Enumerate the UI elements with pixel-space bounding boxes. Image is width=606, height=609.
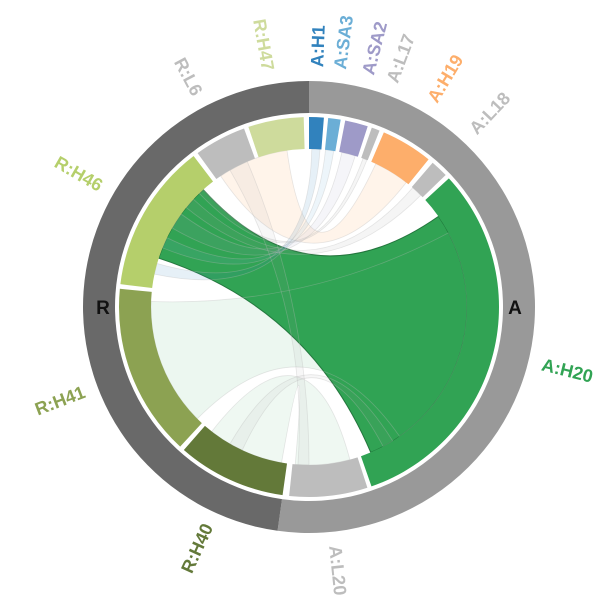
segment-label-r-l6: R:L6: [170, 54, 206, 99]
segment-label-a-sa3: A:SA3: [330, 14, 357, 70]
group-label-a: A: [508, 298, 522, 319]
chord-ribbon[interactable]: [153, 148, 321, 281]
segment-label-a-h19: A:H19: [423, 51, 467, 106]
chord-ribbon[interactable]: [220, 150, 407, 244]
segment-label-a-h1: A:H1: [307, 25, 329, 68]
group-arc-a[interactable]: [277, 81, 536, 533]
segment-arc-a-l17[interactable]: [361, 127, 380, 161]
chord-ribbon[interactable]: [185, 187, 422, 255]
segment-arc-a-h1[interactable]: [309, 117, 324, 150]
chord-ribbon[interactable]: [158, 188, 468, 454]
group-label-r: R: [96, 298, 110, 319]
segment-label-r-h47: R:H47: [249, 18, 278, 73]
segment-arc-a-h20[interactable]: [360, 178, 500, 487]
ribbon-layer: [150, 148, 468, 466]
segment-arc-r-h47[interactable]: [248, 117, 305, 158]
segment-label-r-h46: R:H46: [51, 152, 106, 195]
segment-arc-a-l18[interactable]: [411, 162, 446, 198]
segment-arc-a-h19[interactable]: [371, 132, 429, 185]
segment-label-a-l20: A:L20: [325, 545, 350, 597]
segment-arc-r-h41[interactable]: [118, 288, 202, 447]
segment-label-r-h40: R:H40: [177, 521, 217, 577]
group-arc-r[interactable]: [83, 81, 309, 531]
group-ring: [83, 81, 536, 533]
segment-arc-r-h40[interactable]: [183, 425, 288, 496]
segment-arc-r-l6[interactable]: [197, 128, 255, 180]
chord-ribbon[interactable]: [171, 151, 356, 256]
segment-label-a-l18: A:L18: [465, 88, 514, 138]
segment-label-r-h41: R:H41: [32, 382, 88, 419]
segment-label-a-l17: A:L17: [383, 32, 419, 86]
segment-arc-a-sa3[interactable]: [324, 117, 341, 152]
segment-arc-a-sa2[interactable]: [339, 120, 368, 157]
chord-ribbon[interactable]: [229, 161, 310, 466]
segment-arc-a-l20[interactable]: [289, 457, 368, 498]
segment-label-a-h20: A:H20: [540, 355, 595, 387]
segment-ring: [118, 117, 500, 498]
segment-arc-r-h46[interactable]: [120, 156, 214, 289]
